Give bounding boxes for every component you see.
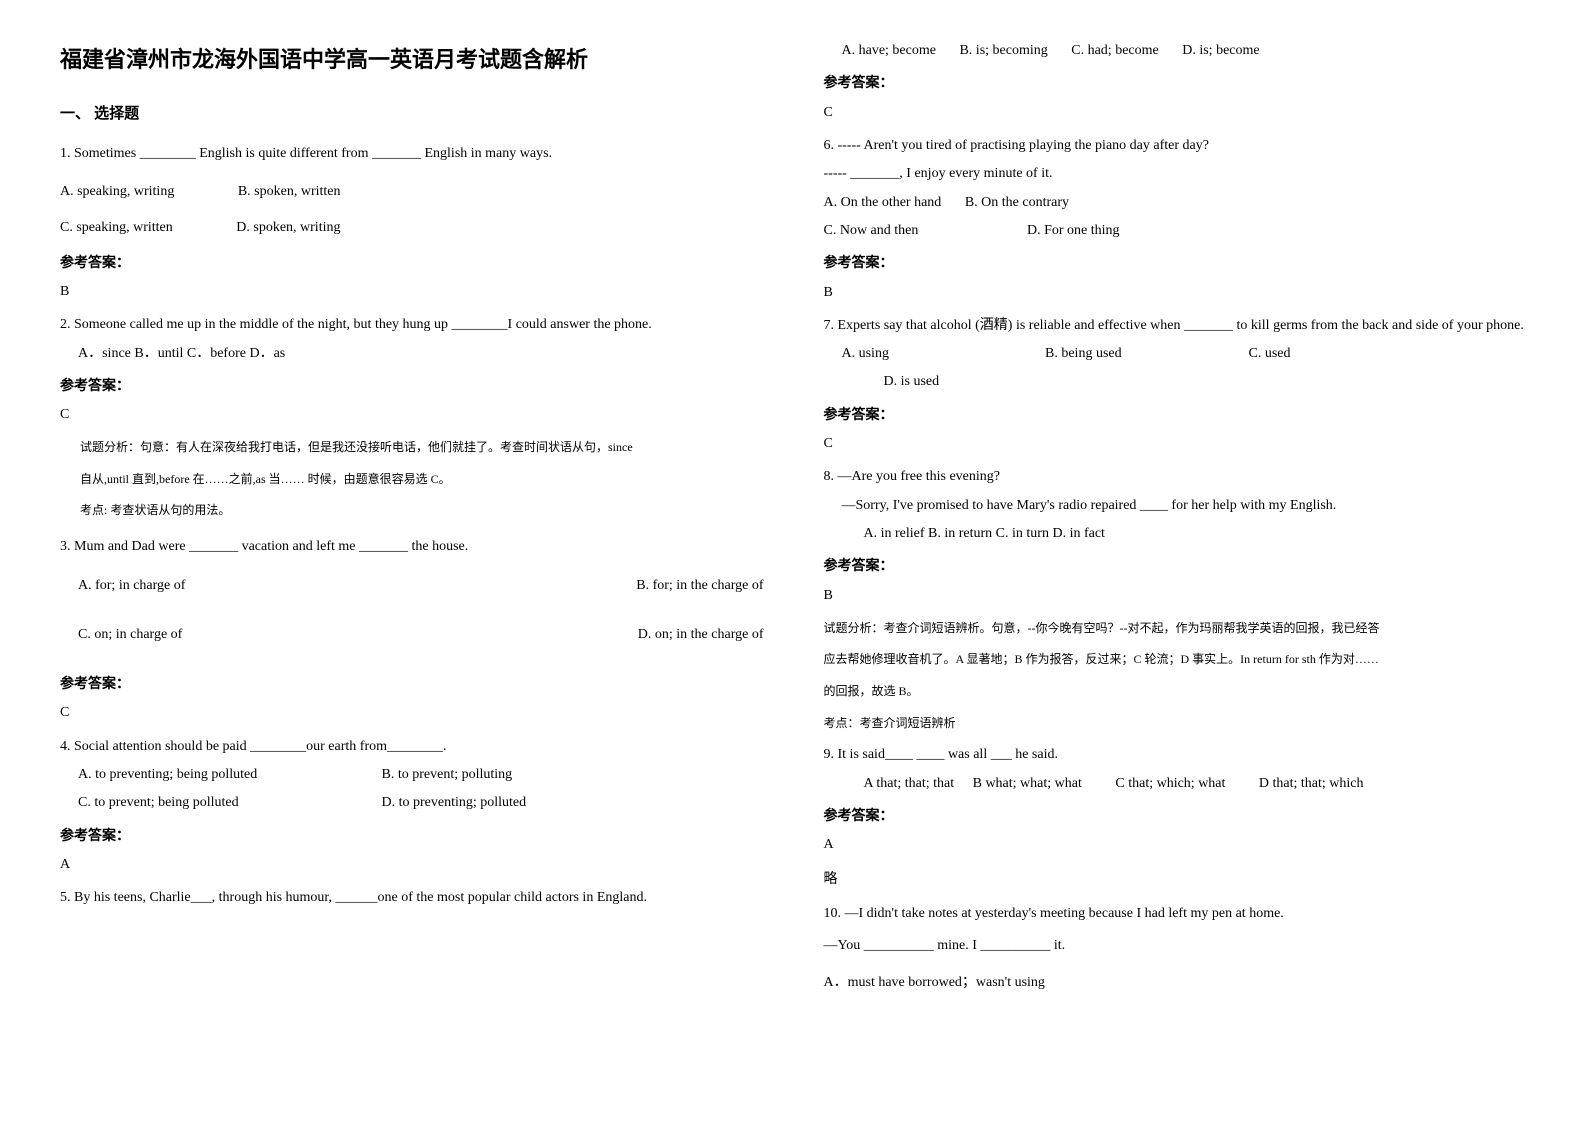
- question-10-line1: 10. —I didn't take notes at yesterday's …: [824, 903, 1528, 925]
- analysis-8-line4: 考点：考查介词短语辨析: [824, 713, 1528, 735]
- analysis-2-line2: 自从,until 直到,before 在……之前,as 当…… 时候，由题意很容…: [60, 469, 764, 491]
- answer-7: C: [824, 431, 1528, 456]
- q7-option-d: D. is used: [824, 371, 1528, 393]
- answer-6: B: [824, 280, 1528, 305]
- analysis-8-line3: 的回报，故选 B。: [824, 681, 1528, 703]
- question-8-line1: 8. —Are you free this evening?: [824, 466, 1528, 488]
- q6-option-b: B. On the contrary: [965, 195, 1069, 210]
- analysis-8-line2: 应去帮她修理收音机了。A 显著地；B 作为报答，反过来；C 轮流；D 事实上。I…: [824, 649, 1528, 671]
- q5-option-b: B. is; becoming: [959, 40, 1047, 62]
- note-9: 略: [824, 867, 1528, 892]
- answer-8: B: [824, 583, 1528, 608]
- question-1: 1. Sometimes ________ English is quite d…: [60, 139, 764, 170]
- q6-option-a: A. On the other hand: [824, 192, 942, 214]
- section-heading: 一、 选择题: [60, 100, 764, 127]
- q4-option-a: A. to preventing; being polluted: [78, 764, 378, 786]
- q5-option-c: C. had; become: [1071, 40, 1158, 62]
- answer-9: A: [824, 832, 1528, 857]
- question-8-line2: —Sorry, I've promised to have Mary's rad…: [824, 495, 1528, 517]
- q5-option-d: D. is; become: [1182, 43, 1259, 58]
- left-column: 福建省漳州市龙海外国语中学高一英语月考试题含解析 一、 选择题 1. Somet…: [60, 40, 764, 1000]
- q4-option-b: B. to prevent; polluting: [382, 767, 513, 782]
- q9-option-c: C that; which; what: [1115, 773, 1225, 795]
- q1-option-d: D. spoken, writing: [236, 220, 340, 235]
- answer-label-2: 参考答案：: [60, 373, 764, 398]
- answer-1: B: [60, 279, 764, 304]
- q1-option-a: A. speaking, writing: [60, 179, 174, 204]
- question-4-options-2: C. to prevent; being polluted D. to prev…: [60, 792, 764, 814]
- q3-option-d: D. on; in the charge of: [421, 622, 764, 647]
- q6-option-d: D. For one thing: [1027, 223, 1120, 238]
- answer-label-8: 参考答案：: [824, 553, 1528, 578]
- question-10-line2: —You __________ mine. I __________ it.: [824, 931, 1528, 962]
- answer-3: C: [60, 700, 764, 725]
- question-6-line2: ----- _______, I enjoy every minute of i…: [824, 163, 1528, 185]
- question-4-options-1: A. to preventing; being polluted B. to p…: [60, 764, 764, 786]
- q4-option-c: C. to prevent; being polluted: [78, 792, 378, 814]
- q7-option-c: C. used: [1249, 346, 1291, 361]
- q9-option-a: A that; that; that: [864, 773, 955, 795]
- q3-option-a: A. for; in charge of: [60, 573, 421, 598]
- question-9: 9. It is said____ ____ was all ___ he sa…: [824, 744, 1528, 766]
- answer-label-7: 参考答案：: [824, 402, 1528, 427]
- question-5: 5. By his teens, Charlie___, through his…: [60, 887, 764, 909]
- analysis-2-line1: 试题分析：句意：有人在深夜给我打电话，但是我还没接听电话，他们就挂了。考查时间状…: [60, 437, 764, 459]
- question-9-options: A that; that; that B what; what; what C …: [824, 773, 1528, 795]
- q10-option-a: A．must have borrowed；wasn't using: [824, 972, 1528, 994]
- answer-label-9: 参考答案：: [824, 803, 1528, 828]
- right-column: A. have; become B. is; becoming C. had; …: [824, 40, 1528, 1000]
- answer-label-3: 参考答案：: [60, 671, 764, 696]
- q9-option-d: D that; that; which: [1259, 776, 1364, 791]
- q1-option-b: B. spoken, written: [238, 184, 341, 199]
- q1-option-c: C. speaking, written: [60, 215, 173, 240]
- q7-option-a: A. using: [842, 343, 1042, 365]
- question-1-options-2: C. speaking, written D. spoken, writing: [60, 215, 764, 240]
- question-2-options: A．since B．until C．before D．as: [60, 343, 764, 365]
- question-6-options-1: A. On the other hand B. On the contrary: [824, 192, 1528, 214]
- question-8-options: A. in relief B. in return C. in turn D. …: [824, 523, 1528, 545]
- answer-label-4: 参考答案：: [60, 823, 764, 848]
- question-5-options: A. have; become B. is; becoming C. had; …: [824, 40, 1528, 62]
- question-1-options: A. speaking, writing B. spoken, written: [60, 179, 764, 204]
- analysis-8-line1: 试题分析：考查介词短语辨析。句意，--你今晚有空吗？--对不起，作为玛丽帮我学英…: [824, 618, 1528, 640]
- q3-option-c: C. on; in charge of: [60, 622, 421, 647]
- question-2: 2. Someone called me up in the middle of…: [60, 314, 764, 336]
- question-6-line1: 6. ----- Aren't you tired of practising …: [824, 135, 1528, 157]
- answer-label-6: 参考答案：: [824, 250, 1528, 275]
- document-title: 福建省漳州市龙海外国语中学高一英语月考试题含解析: [60, 40, 764, 80]
- question-3: 3. Mum and Dad were _______ vacation and…: [60, 532, 764, 563]
- answer-label-5: 参考答案：: [824, 70, 1528, 95]
- question-6-options-2: C. Now and then D. For one thing: [824, 220, 1528, 242]
- answer-5: C: [824, 100, 1528, 125]
- analysis-2-line3: 考点: 考查状语从句的用法。: [60, 500, 764, 522]
- q7-option-b: B. being used: [1045, 343, 1245, 365]
- question-4: 4. Social attention should be paid _____…: [60, 736, 764, 758]
- answer-label-1: 参考答案：: [60, 250, 764, 275]
- answer-4: A: [60, 852, 764, 877]
- answer-2: C: [60, 402, 764, 427]
- question-7: 7. Experts say that alcohol (酒精) is reli…: [824, 315, 1528, 337]
- question-7-options: A. using B. being used C. used: [824, 343, 1528, 365]
- q6-option-c: C. Now and then: [824, 220, 1024, 242]
- q3-option-b: B. for; in the charge of: [421, 573, 764, 598]
- q9-option-b: B what; what; what: [973, 773, 1082, 795]
- q4-option-d: D. to preventing; polluted: [382, 795, 527, 810]
- q5-option-a: A. have; become: [842, 40, 936, 62]
